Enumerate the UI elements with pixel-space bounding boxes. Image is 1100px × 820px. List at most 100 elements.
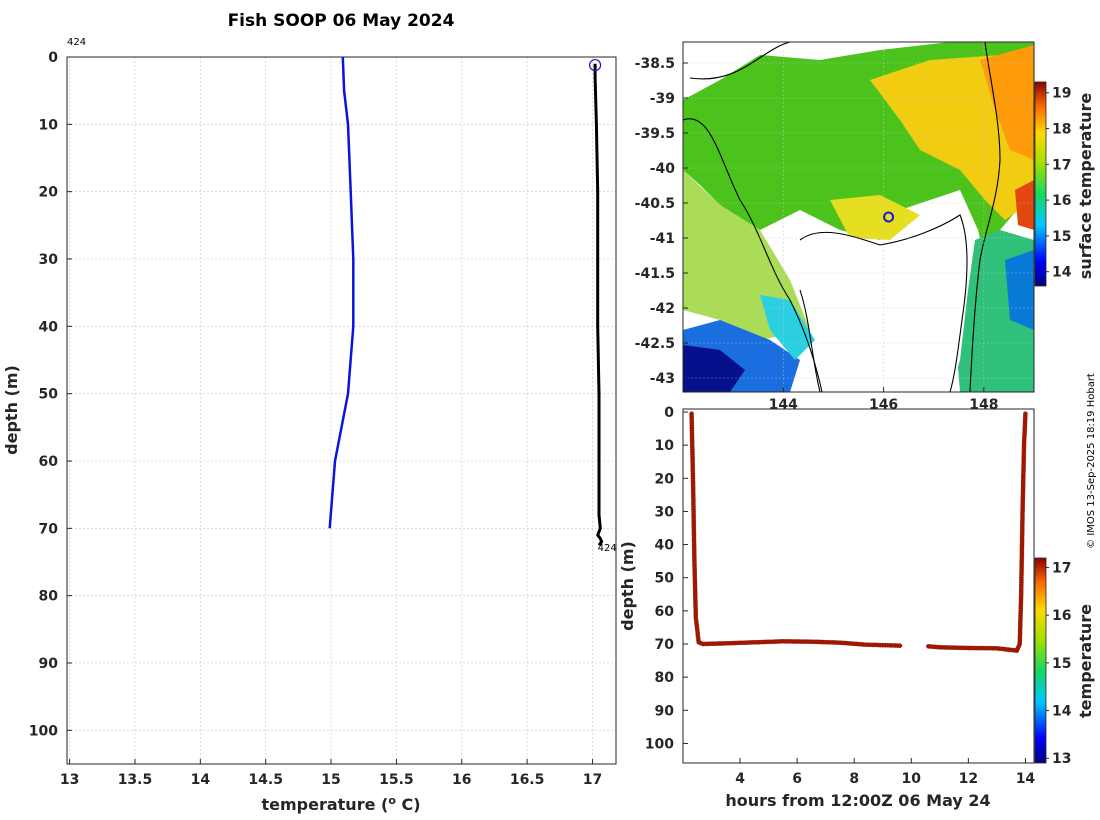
land-victoria-west bbox=[683, 42, 760, 62]
profile-x-tick-label: 16 bbox=[452, 772, 471, 788]
map-y-tick-label: -39.5 bbox=[635, 126, 675, 142]
profile-y-tick-label: 20 bbox=[39, 185, 59, 201]
section-points bbox=[689, 411, 1028, 653]
map-content bbox=[683, 42, 1034, 392]
profile-annotation-top: 424 bbox=[67, 37, 86, 48]
section-y-tick-label: 100 bbox=[645, 736, 674, 752]
profile-y-tick-label: 70 bbox=[39, 521, 59, 537]
profile-annotations: 424 424 bbox=[67, 37, 617, 554]
section-y-tick-label: 80 bbox=[655, 670, 675, 686]
section-x-tick-label: 10 bbox=[902, 771, 922, 787]
section-x-tick-label: 12 bbox=[959, 771, 978, 787]
section-colorbar-label: temperature bbox=[1076, 604, 1095, 718]
section-x-tick-label: 6 bbox=[792, 771, 802, 787]
section-frame bbox=[682, 408, 1035, 764]
section-colorbar-tick-label: 17 bbox=[1052, 561, 1071, 577]
sst-region-lightgreen bbox=[683, 170, 810, 340]
sst-region-darkblue bbox=[683, 345, 745, 392]
profile-grid bbox=[67, 56, 616, 764]
profile-y-tick-label: 100 bbox=[29, 723, 58, 739]
coastline-victoria bbox=[689, 42, 791, 80]
profile-line-climatology bbox=[328, 57, 355, 529]
sst-colorbar-tick-label: 14 bbox=[1052, 265, 1072, 281]
map-y-tick-label: -38.5 bbox=[635, 56, 675, 72]
profile-x-tick-label: 15 bbox=[321, 772, 340, 788]
profile-line-fish bbox=[593, 63, 604, 547]
section-point-leg2 bbox=[1023, 411, 1028, 417]
sst-colorbar-tick-label: 16 bbox=[1052, 193, 1071, 209]
map-y-tick-label: -39 bbox=[650, 91, 675, 107]
section-x-tick-label: 4 bbox=[735, 771, 745, 787]
credit-text: © IMOS 13-Sep-2025 18:19 Hobart bbox=[1086, 373, 1097, 549]
sst-region-strait bbox=[830, 195, 920, 240]
profile-annotation-bottom: 424 bbox=[598, 543, 617, 554]
map-y-tick-label: -43 bbox=[650, 371, 675, 387]
section-panel: 4 6 8 10 12 14 0 10 20 30 40 50 60 70 80 90 100 hours f… bbox=[618, 405, 1095, 810]
section-colorbar-tick-label: 14 bbox=[1052, 704, 1072, 720]
profile-x-ticks: 13 13.5 14 14.5 15 15.5 16 16.5 17 bbox=[60, 759, 602, 788]
profile-x-tick-label: 16.5 bbox=[510, 772, 545, 788]
map-y-tick-label: -42 bbox=[650, 301, 675, 317]
map-y-tick-label: -41.5 bbox=[635, 266, 675, 282]
profile-y-tick-label: 0 bbox=[48, 50, 58, 66]
sst-colorbar bbox=[1034, 81, 1047, 287]
section-y-ticks: 0 10 20 30 40 50 60 70 80 90 100 bbox=[645, 405, 688, 752]
section-point-leg1 bbox=[897, 643, 903, 649]
map-y-tick-label: -42.5 bbox=[635, 336, 675, 352]
profile-y-tick-label: 10 bbox=[39, 117, 59, 133]
sst-colorbar-label: surface temperature bbox=[1076, 93, 1095, 280]
profile-y-ticks: 0 10 20 30 40 50 60 70 80 90 100 bbox=[29, 50, 72, 739]
sst-region-red bbox=[1015, 180, 1034, 230]
section-y-tick-label: 30 bbox=[655, 504, 675, 520]
section-colorbar-ticks: 13 14 15 16 17 bbox=[1046, 561, 1072, 767]
sst-region-blue-east bbox=[1005, 250, 1034, 330]
bathymetry-contour-west bbox=[683, 118, 823, 392]
vessel-position-marker bbox=[883, 211, 895, 223]
profile-y-tick-label: 60 bbox=[39, 454, 59, 470]
figure-title: Fish SOOP 06 May 2024 bbox=[228, 11, 455, 31]
coastline-tasmania-west bbox=[799, 289, 821, 392]
profile-start-marker bbox=[588, 58, 602, 72]
section-x-tick-label: 14 bbox=[1016, 771, 1036, 787]
map-y-tick-label: -40 bbox=[650, 161, 676, 177]
sst-colorbar-tick-label: 18 bbox=[1052, 122, 1071, 138]
map-y-tick-label: -41 bbox=[650, 231, 675, 247]
map-x-tick-label: 146 bbox=[869, 397, 898, 413]
section-y-tick-label: 70 bbox=[655, 637, 675, 653]
sst-colorbar-tick-label: 19 bbox=[1052, 86, 1071, 102]
profile-x-tick-label: 14 bbox=[191, 772, 211, 788]
section-y-tick-label: 20 bbox=[655, 471, 675, 487]
profile-x-tick-label: 13 bbox=[60, 772, 79, 788]
section-colorbar bbox=[1034, 557, 1047, 764]
section-y-tick-label: 0 bbox=[664, 405, 674, 421]
profile-x-tick-label: 17 bbox=[583, 772, 602, 788]
profile-series bbox=[328, 57, 604, 547]
section-colorbar-tick-label: 13 bbox=[1052, 751, 1071, 767]
map-grid bbox=[683, 42, 1034, 392]
land-tasmania bbox=[800, 215, 975, 392]
map-x-tick-label: 148 bbox=[969, 397, 998, 413]
sst-colorbar-ticks: 14 15 16 17 18 19 bbox=[1046, 86, 1072, 281]
section-colorbar-tick-label: 16 bbox=[1052, 608, 1071, 624]
map-y-tick-label: -40.5 bbox=[635, 196, 675, 212]
sst-colorbar-tick-label: 17 bbox=[1052, 157, 1071, 173]
profile-x-tick-label: 14.5 bbox=[248, 772, 283, 788]
profile-x-label: temperature (o C) bbox=[261, 794, 420, 814]
profile-y-label: depth (m) bbox=[2, 365, 21, 455]
profile-y-tick-label: 80 bbox=[39, 589, 59, 605]
section-y-tick-label: 10 bbox=[655, 438, 675, 454]
sst-colorbar-tick-label: 15 bbox=[1052, 229, 1071, 245]
map-x-tick-label: 144 bbox=[769, 397, 798, 413]
map-frame bbox=[682, 41, 1035, 393]
sst-map-panel: -38.5 -39 -39.5 -40 -40.5 -41 -41.5 -42 -42.5 -43… bbox=[635, 41, 1095, 413]
profile-x-tick-label: 13.5 bbox=[118, 772, 153, 788]
section-colorbar-tick-label: 15 bbox=[1052, 656, 1071, 672]
section-y-label: depth (m) bbox=[618, 541, 637, 631]
section-x-label: hours from 12:00Z 06 May 24 bbox=[725, 791, 990, 810]
profile-y-tick-label: 40 bbox=[39, 319, 59, 335]
map-y-ticks: -38.5 -39 -39.5 -40 -40.5 -41 -41.5 -42 -42.5 -43 bbox=[635, 56, 688, 387]
section-y-tick-label: 50 bbox=[655, 571, 675, 587]
profile-x-tick-label: 15.5 bbox=[379, 772, 414, 788]
profile-frame bbox=[66, 56, 617, 765]
